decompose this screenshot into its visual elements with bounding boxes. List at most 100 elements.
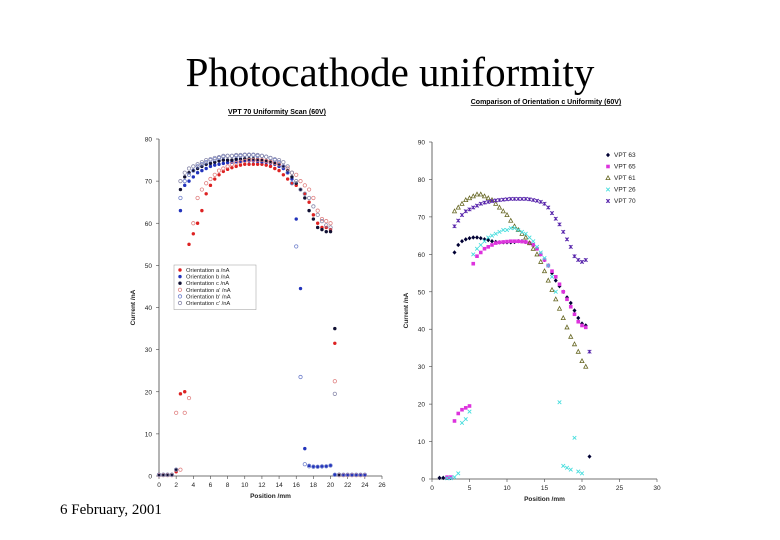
data-point [285, 177, 290, 181]
data-point [501, 197, 506, 202]
data-point [576, 257, 581, 263]
x-tick-label: 26 [378, 482, 386, 489]
data-point [560, 314, 566, 320]
data-point [568, 304, 573, 309]
data-point [315, 221, 320, 225]
data-point [460, 407, 464, 412]
data-point [311, 213, 316, 217]
data-point [251, 157, 256, 161]
data-point [243, 162, 247, 166]
data-point [531, 239, 536, 244]
data-point [471, 261, 476, 266]
data-point [230, 165, 234, 170]
data-point [221, 169, 226, 174]
data-point [208, 157, 213, 162]
data-point [549, 211, 555, 216]
data-point [272, 157, 277, 162]
data-point [294, 244, 299, 249]
data-point [298, 179, 303, 184]
data-point [475, 254, 479, 259]
x-tick-label: 25 [616, 485, 624, 492]
data-point [542, 255, 547, 261]
legend-marker [605, 174, 611, 181]
data-point [294, 172, 299, 177]
data-point [174, 467, 179, 472]
data-point [182, 170, 187, 175]
data-point [268, 164, 273, 169]
x-tick-label: 10 [503, 485, 511, 492]
data-point [534, 251, 540, 257]
legend-entry: Orientation a' /nA [186, 288, 231, 294]
data-point [474, 203, 480, 208]
data-point [264, 159, 268, 163]
data-point [561, 229, 566, 234]
data-point [444, 476, 450, 481]
data-point [463, 416, 468, 422]
data-point [467, 409, 472, 414]
data-point [213, 163, 217, 167]
data-point [217, 159, 221, 163]
data-point [553, 275, 558, 279]
data-point [489, 199, 495, 204]
data-point [496, 204, 503, 210]
data-point [456, 242, 461, 248]
data-point [178, 392, 183, 396]
data-point [583, 257, 588, 263]
legend-entry: VPT 70 [614, 198, 636, 205]
data-point [337, 472, 342, 477]
data-point [320, 227, 324, 232]
data-point [485, 195, 491, 201]
data-point [482, 239, 487, 244]
data-point [538, 252, 543, 257]
data-point [195, 162, 200, 167]
x-tick-label: 22 [344, 482, 352, 489]
series-6 [156, 152, 342, 477]
data-point [264, 158, 269, 164]
data-point [474, 191, 480, 197]
legend-marker [605, 198, 611, 204]
data-point [493, 241, 498, 245]
data-point [456, 471, 461, 476]
data-point [354, 472, 359, 477]
y-tick-label: 10 [418, 439, 426, 446]
data-point [583, 363, 589, 369]
data-point [315, 465, 320, 469]
data-point [565, 297, 569, 302]
data-point [538, 250, 543, 255]
data-point [333, 473, 337, 477]
data-point [328, 463, 333, 468]
series-5 [156, 152, 367, 477]
data-point [234, 152, 239, 158]
data-point [303, 446, 307, 451]
y-tick-label: 30 [418, 364, 426, 371]
data-point [216, 155, 222, 160]
data-point [526, 240, 533, 246]
y-tick-label: 0 [148, 474, 152, 481]
x-tick-label: 20 [578, 485, 586, 492]
data-point [178, 467, 183, 472]
chart-title: VPT 70 Uniformity Scan (60V) [228, 109, 326, 116]
data-point [456, 411, 461, 416]
data-point [212, 172, 217, 177]
data-point [285, 166, 290, 171]
data-point [195, 164, 200, 169]
data-point [333, 341, 337, 346]
legend-marker [605, 187, 611, 192]
data-point [187, 179, 191, 183]
data-point [242, 152, 247, 157]
data-point [302, 191, 307, 196]
data-point [276, 160, 282, 165]
data-point [493, 200, 499, 206]
data-point [255, 157, 260, 163]
data-point [319, 464, 325, 469]
data-point [531, 197, 536, 203]
data-point [311, 195, 316, 201]
data-point [242, 158, 247, 164]
data-point [229, 153, 235, 158]
data-point [523, 240, 528, 244]
data-point [277, 168, 281, 173]
y-tick-label: 80 [145, 137, 153, 144]
x-tick-label: 2 [174, 482, 178, 489]
x-tick-label: 18 [310, 482, 318, 489]
data-point [324, 223, 329, 228]
